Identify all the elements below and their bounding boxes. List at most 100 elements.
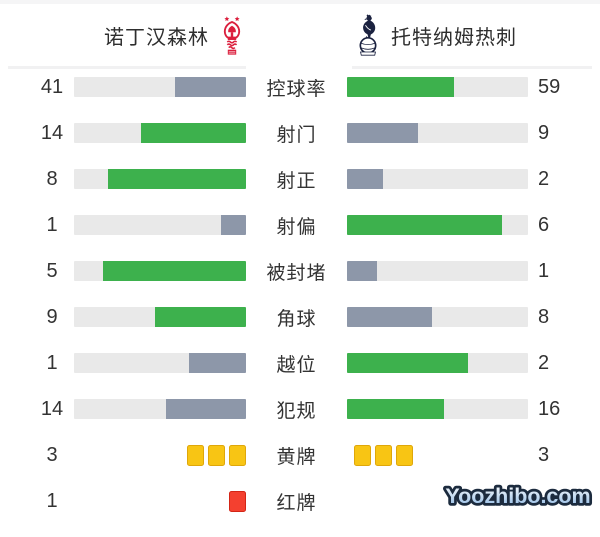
stat-zone-away [347, 123, 528, 143]
stat-bar-away-track [347, 123, 528, 143]
top-divider [0, 0, 600, 4]
stat-zone-away [347, 261, 528, 281]
stat-value-away: 16 [538, 397, 561, 420]
stat-label: 红牌 [276, 492, 317, 514]
stat-row: 14 犯规 16 [0, 397, 600, 422]
stat-zone-home [74, 215, 246, 235]
stat-zone-away [347, 215, 528, 235]
stat-label: 黄牌 [276, 446, 317, 468]
stat-value-home: 1 [46, 213, 58, 236]
watermark-text: Yoozhibo.com [445, 484, 590, 508]
stat-bar-home-track [74, 123, 246, 143]
yellow-card-icon [229, 444, 246, 466]
stat-zone-home [74, 77, 246, 97]
stat-value-home: 8 [46, 167, 58, 190]
stat-value-away: 2 [538, 167, 550, 190]
stat-row: 1 射偏 6 [0, 213, 600, 238]
stat-bar-home-track [74, 169, 246, 189]
stat-label: 射正 [276, 170, 317, 192]
nottingham-forest-crest-icon [223, 15, 241, 55]
stat-value-home: 14 [40, 121, 64, 144]
stat-bar-home-track [74, 399, 246, 419]
stat-bar-home-track [74, 215, 246, 235]
yellow-card-icon [354, 444, 371, 466]
stat-label: 控球率 [266, 78, 327, 100]
tottenham-hotspur-crest-icon [359, 14, 377, 56]
stat-bar-away-track [347, 399, 528, 419]
stat-zone-home [74, 399, 246, 419]
stat-bar-away-track [347, 261, 528, 281]
stat-bar-away-fill [347, 169, 384, 189]
header-divider-left [8, 66, 246, 69]
stat-zone-away [347, 77, 528, 97]
yellow-card-icon [396, 444, 413, 466]
stat-label: 射门 [276, 124, 317, 146]
stat-zone-home [74, 490, 246, 512]
stat-row: 8 射正 2 [0, 167, 600, 192]
stat-row: 9 角球 8 [0, 305, 600, 330]
stat-zone-home [74, 444, 246, 466]
stat-zone-home [74, 169, 246, 189]
stat-zone-away [347, 444, 528, 466]
stat-bar-home-fill [102, 261, 246, 281]
stat-bar-away-track [347, 77, 528, 97]
stat-zone-home [74, 307, 246, 327]
yellow-card-icon [187, 444, 204, 466]
stat-row: 41 控球率 59 [0, 75, 600, 100]
stat-value-home: 1 [46, 351, 58, 374]
stat-bar-home-fill [221, 215, 246, 235]
stat-zone-away [347, 307, 528, 327]
header: 诺丁汉森林 [0, 6, 600, 64]
stat-bar-home-fill [108, 169, 246, 189]
stat-bar-away-fill [347, 123, 418, 143]
stat-row: 5 被封堵 1 [0, 259, 600, 284]
stat-bar-away-fill [347, 215, 503, 235]
stat-value-home: 41 [40, 75, 64, 98]
team-home: 诺丁汉森林 [0, 6, 300, 64]
red-card-icon [229, 490, 246, 512]
stat-label: 被封堵 [266, 262, 327, 284]
stat-bar-home-track [74, 261, 246, 281]
team-away: 托特纳姆热刺 [300, 6, 600, 64]
stat-value-away: 2 [538, 351, 550, 374]
yellow-card-icon [208, 444, 225, 466]
stat-bar-away-track [347, 169, 528, 189]
stat-value-away: 8 [538, 305, 550, 328]
stats-list: 41 控球率 59 14 射门 9 8 射正 2 1 射偏 6 5 被封堵 1 9 角球 8 1 越位 2 14 犯规 16 3… [0, 75, 600, 537]
stat-bar-home-fill [165, 399, 246, 419]
stat-row: 14 射门 9 [0, 121, 600, 146]
stat-bar-home-fill [141, 123, 246, 143]
stat-bar-away-track [347, 307, 528, 327]
stat-bar-away-fill [347, 261, 378, 281]
stat-value-away: 3 [538, 443, 550, 466]
stat-value-home: 14 [40, 397, 64, 420]
watermark: Yoozhibo.com [443, 481, 594, 511]
stat-bar-home-track [74, 77, 246, 97]
stat-bar-away-fill [347, 353, 468, 373]
stat-row: 3 黄牌 3 [0, 443, 600, 468]
stat-value-away: 1 [538, 259, 550, 282]
stat-bar-away-fill [347, 307, 433, 327]
stat-zone-away [347, 353, 528, 373]
stat-row: 1 红牌 [0, 490, 600, 514]
stat-row: 1 越位 2 [0, 351, 600, 376]
stat-bar-home-fill [188, 353, 246, 373]
yellow-card-icon [375, 444, 392, 466]
stat-value-away: 9 [538, 121, 550, 144]
stat-zone-home [74, 123, 246, 143]
team-name-away: 托特纳姆热刺 [391, 26, 517, 49]
stat-label: 角球 [276, 308, 317, 330]
stat-zone-away [347, 399, 528, 419]
header-divider-right [352, 66, 592, 69]
stat-bar-home-fill [154, 307, 246, 327]
stat-value-away: 59 [538, 75, 561, 98]
stat-zone-home [74, 261, 246, 281]
stat-bar-home-track [74, 307, 246, 327]
match-stats-panel: 诺丁汉森林 [0, 0, 600, 514]
stat-bar-away-fill [347, 399, 444, 419]
stat-value-home: 9 [46, 305, 58, 328]
stat-zone-away [347, 169, 528, 189]
stat-bar-away-track [347, 353, 528, 373]
stat-bar-home-track [74, 353, 246, 373]
stat-bar-away-track [347, 215, 528, 235]
